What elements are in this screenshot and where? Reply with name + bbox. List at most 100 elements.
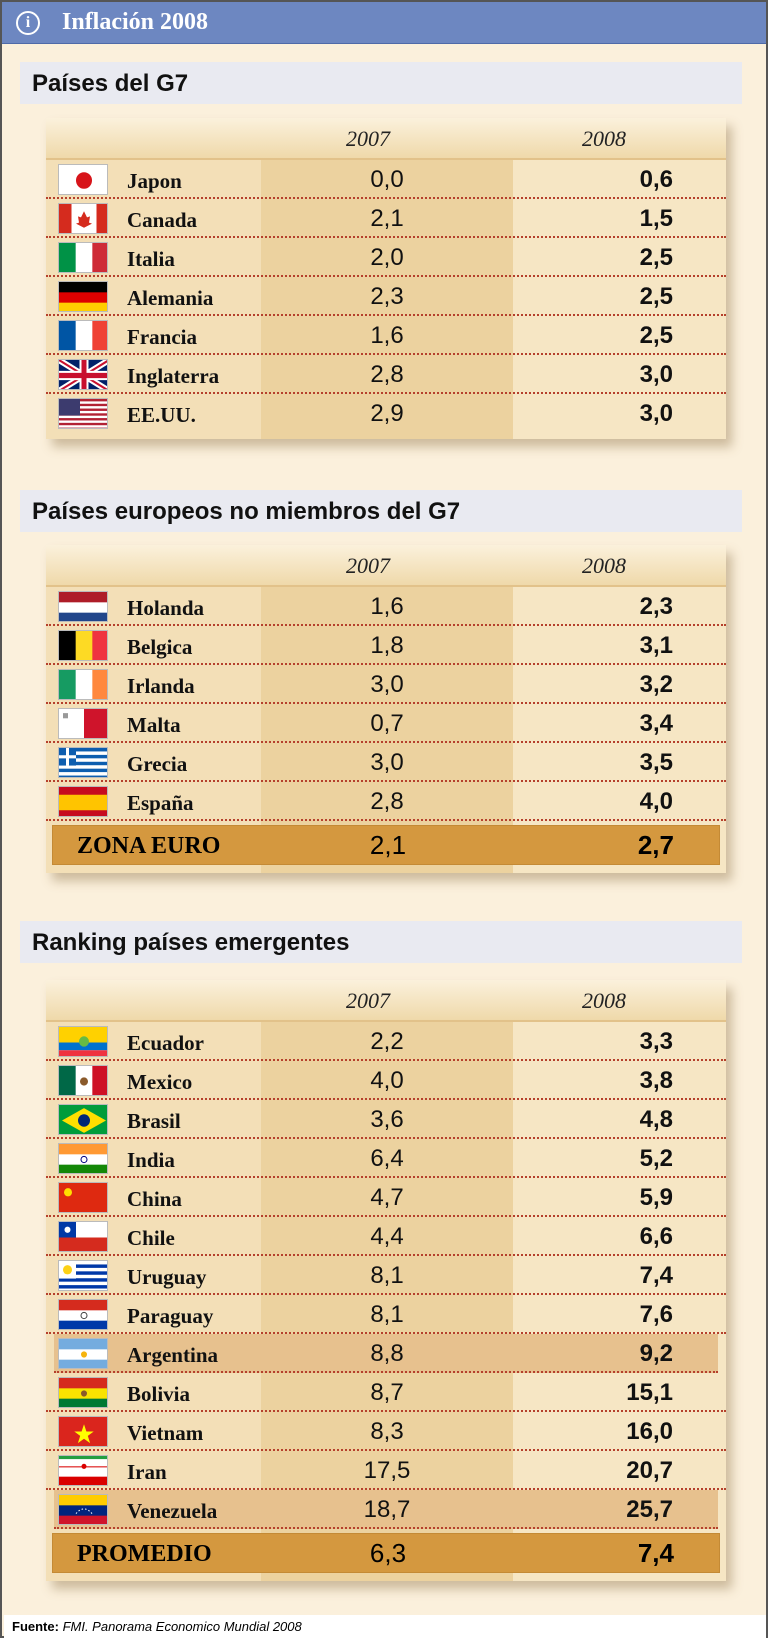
column-2007-band [261,980,513,1581]
total-value-2008: 2,7 [637,830,674,860]
country-name: China [127,1187,182,1211]
country-name: España [127,791,194,815]
table-row: Uruguay 8,1 7,4 [46,1256,726,1295]
value-2007: 4,0 [370,1067,404,1094]
country-name: Malta [127,713,181,737]
country-name: Grecia [127,752,188,776]
value-2007: 4,7 [370,1184,404,1211]
value-2008: 2,5 [639,283,673,310]
table-row: Belgica 1,8 3,1 [46,626,726,665]
china-flag-icon [58,1182,108,1213]
italy-flag-icon [58,242,108,273]
table-row: Mexico 4,0 3,8 [46,1061,726,1100]
france-flag-icon [58,320,108,351]
netherlands-flag-icon [58,591,108,622]
country-name: Ecuador [127,1031,205,1055]
ecuador-flag-icon [58,1026,108,1057]
uruguay-flag-icon [58,1260,108,1291]
canada-flag-icon [58,203,108,234]
total-value-2007: 6,3 [369,1538,407,1568]
japan-flag-icon [58,164,108,195]
value-2008: 3,0 [639,361,673,388]
column-2008-band [513,545,726,873]
table-row: Holanda 1,6 2,3 [46,587,726,626]
country-name: Alemania [127,286,214,310]
table-row: EE.UU. 2,9 3,0 [46,394,726,433]
table-row: Venezuela 18,7 25,7 [54,1490,718,1529]
value-2007: 2,3 [370,283,404,310]
country-name: Bolivia [127,1382,191,1406]
table-emerging: 2007 2008 Ecuador 2,2 3,3 Mexico 4,0 3,8… [46,980,726,1581]
country-name: Japon [127,169,182,193]
value-2007: 4,4 [370,1223,404,1250]
table-row: Vietnam 8,3 16,0 [46,1412,726,1451]
column-header-2007: 2007 [346,553,390,578]
mexico-flag-icon [58,1065,108,1096]
column-2008-band [513,980,726,1581]
section-title-emerging: Ranking países emergentes [20,921,742,963]
table-row: Italia 2,0 2,5 [46,238,726,277]
country-name: Uruguay [127,1265,207,1289]
source-text: FMI. Panorama Economico Mundial 2008 [62,1619,302,1634]
bolivia-flag-icon [58,1377,108,1408]
country-name: Vietnam [127,1421,204,1445]
germany-flag-icon [58,281,108,312]
ireland-flag-icon [58,669,108,700]
table-row: Iran 17,5 20,7 [46,1451,726,1490]
column-2008-band [513,118,726,439]
total-row: ZONA EURO 2,1 2,7 [52,825,720,865]
country-name: EE.UU. [127,403,196,427]
india-flag-icon [58,1143,108,1174]
table-header: 2007 2008 [46,545,726,587]
venezuela-flag-icon [58,1494,108,1525]
value-2007: 1,8 [370,632,404,659]
column-header-2007: 2007 [346,126,390,151]
value-2007: 8,1 [370,1262,404,1289]
value-2008: 3,3 [639,1028,673,1055]
value-2007: 2,8 [370,788,404,815]
total-row: PROMEDIO 6,3 7,4 [52,1533,720,1573]
value-2008: 3,0 [639,400,673,427]
country-name: Brasil [127,1109,181,1133]
value-2007: 3,6 [370,1106,404,1133]
value-2008: 7,6 [639,1301,673,1328]
column-header-2008: 2008 [582,126,626,151]
value-2007: 17,5 [363,1457,411,1484]
vietnam-flag-icon [58,1416,108,1447]
total-value-2007: 2,1 [369,830,407,860]
value-2007: 2,0 [370,244,404,271]
value-2008: 1,5 [639,205,673,232]
value-2007: 2,8 [370,361,404,388]
table-row: Japon 0,0 0,6 [46,160,726,199]
table-g7: 2007 2008 Japon 0,0 0,6 Canada 2,1 1,5 I… [46,118,726,439]
value-2007: 8,3 [370,1418,404,1445]
value-2008: 25,7 [626,1496,673,1523]
table-header: 2007 2008 [46,118,726,160]
belgium-flag-icon [58,630,108,661]
country-name: Italia [127,247,175,271]
country-name: Canada [127,208,198,232]
value-2008: 3,4 [639,710,673,737]
value-2008: 6,6 [639,1223,673,1250]
chile-flag-icon [58,1221,108,1252]
table-row: Argentina 8,8 9,2 [54,1334,718,1373]
total-label: PROMEDIO [77,1541,212,1567]
section-title-europe-non-g7: Países europeos no miembros del G7 [20,490,742,532]
value-2008: 5,9 [639,1184,673,1211]
value-2008: 20,7 [626,1457,673,1484]
country-name: Argentina [127,1343,218,1367]
table-europe-non-g7: 2007 2008 Holanda 1,6 2,3 Belgica 1,8 3,… [46,545,726,873]
value-2008: 16,0 [626,1418,673,1445]
value-2007: 6,4 [370,1145,404,1172]
country-name: Holanda [127,596,205,620]
table-row: India 6,4 5,2 [46,1139,726,1178]
usa-flag-icon [58,398,108,429]
table-row: Malta 0,7 3,4 [46,704,726,743]
page-title: Inflación 2008 [62,9,209,35]
value-2007: 2,9 [370,400,404,427]
total-value-2008: 7,4 [637,1538,674,1568]
table-row: Grecia 3,0 3,5 [46,743,726,782]
value-2007: 2,2 [370,1028,404,1055]
brazil-flag-icon [58,1104,108,1135]
country-name: Mexico [127,1070,193,1094]
